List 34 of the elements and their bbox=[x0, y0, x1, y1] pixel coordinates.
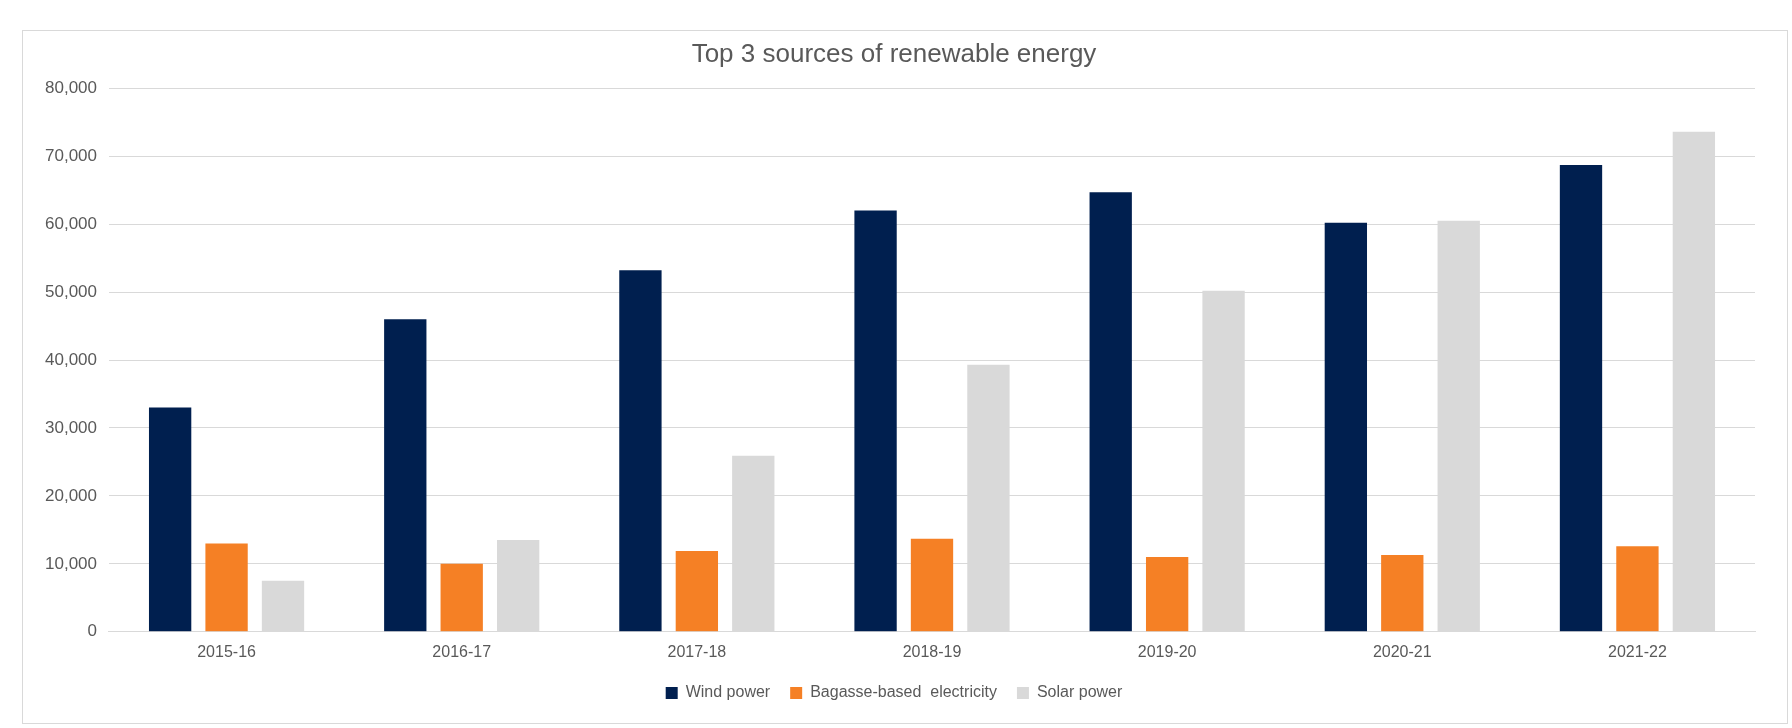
x-tick-label: 2018-19 bbox=[902, 642, 962, 660]
x-tick-label: 2020-21 bbox=[1372, 642, 1432, 660]
x-tick-label: 2016-17 bbox=[432, 642, 492, 660]
x-tick-label: 2015-16 bbox=[197, 642, 257, 660]
y-tick-label: 10,000 bbox=[45, 553, 97, 573]
bar bbox=[854, 210, 897, 632]
legend-label: Solar power bbox=[1036, 683, 1123, 701]
legend-label: Wind power bbox=[685, 683, 771, 701]
bar bbox=[1381, 555, 1424, 632]
y-tick-label: 60,000 bbox=[45, 213, 97, 233]
bar bbox=[1559, 164, 1603, 632]
y-tick-label: 20,000 bbox=[45, 485, 97, 505]
bar bbox=[619, 270, 662, 632]
legend-label: Bagasse-based electricity bbox=[810, 683, 997, 701]
y-tick-label: 0 bbox=[87, 621, 97, 641]
bar bbox=[440, 563, 483, 632]
bar bbox=[148, 407, 192, 632]
y-tick-label: 30,000 bbox=[45, 417, 97, 437]
y-tick-label: 40,000 bbox=[45, 349, 97, 369]
bar bbox=[1616, 546, 1659, 632]
bar bbox=[910, 538, 954, 632]
x-tick-label: 2017-18 bbox=[667, 642, 727, 660]
x-tick-label: 2021-22 bbox=[1608, 642, 1667, 660]
bar bbox=[1145, 557, 1189, 632]
bar bbox=[205, 543, 248, 632]
bar bbox=[1324, 222, 1368, 632]
y-tick-label: 80,000 bbox=[45, 77, 97, 97]
bar bbox=[675, 550, 719, 632]
y-tick-label: 50,000 bbox=[45, 281, 97, 301]
y-tick-label: 70,000 bbox=[45, 145, 97, 165]
x-tick-label: 2019-20 bbox=[1137, 642, 1197, 660]
bar bbox=[384, 319, 427, 632]
bar bbox=[1089, 192, 1132, 632]
chart-title: Top 3 sources of renewable energy bbox=[691, 37, 1097, 68]
